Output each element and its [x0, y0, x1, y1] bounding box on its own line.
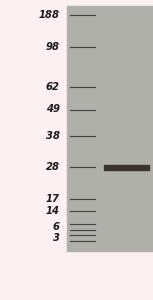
Text: 188: 188 — [39, 10, 60, 20]
Bar — [104, 165, 149, 170]
Text: 38: 38 — [46, 130, 60, 141]
Text: 6: 6 — [53, 222, 60, 233]
Text: 17: 17 — [46, 194, 60, 204]
Bar — [67, 6, 153, 250]
Text: 49: 49 — [46, 104, 60, 115]
Text: 14: 14 — [46, 206, 60, 216]
Text: 62: 62 — [46, 82, 60, 92]
Text: 3: 3 — [53, 232, 60, 243]
Bar — [0, 0, 67, 300]
Text: 98: 98 — [46, 41, 60, 52]
Text: 28: 28 — [46, 162, 60, 172]
